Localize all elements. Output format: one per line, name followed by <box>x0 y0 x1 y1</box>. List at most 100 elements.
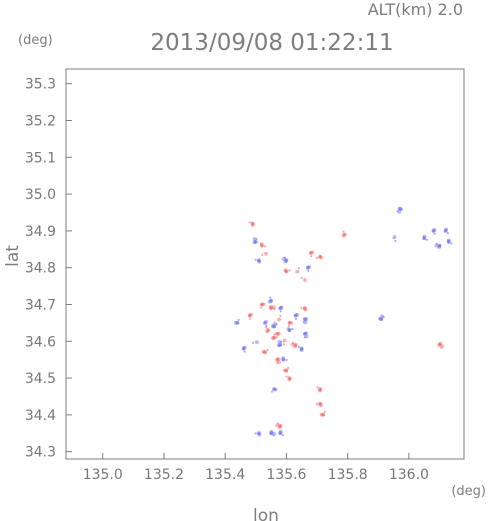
positive-echo-point <box>249 313 252 316</box>
negative-echo-point <box>252 237 257 241</box>
negative-echo-point <box>271 390 274 393</box>
negative-echo-point <box>443 229 448 233</box>
positive-echo-point <box>248 221 251 224</box>
negative-echo-point <box>379 317 384 322</box>
negative-echo-point <box>265 324 268 327</box>
y-axis: 34.3 34.4 34.5 34.6 34.7 34.8 34.9 35.0 35.1 35.2… <box>25 77 72 461</box>
positive-echo-point <box>269 306 273 311</box>
negative-echo-point <box>255 237 258 240</box>
positive-echo-point <box>275 332 280 336</box>
negative-echo-point <box>278 431 283 436</box>
negative-echo-point <box>279 310 282 313</box>
x-tick-label: 135.0 <box>83 467 123 483</box>
negative-echo-point <box>269 296 272 299</box>
negative-echo-point <box>272 324 277 329</box>
negative-echo-point <box>438 246 442 249</box>
positive-echo-point <box>318 401 322 406</box>
negative-echo-point <box>277 344 281 347</box>
positive-echo-point <box>276 361 279 364</box>
positive-echo-point <box>287 321 292 325</box>
negative-echo-point <box>400 207 403 210</box>
negative-echo-point <box>307 269 310 272</box>
positive-echo-point <box>320 403 323 406</box>
positive-echo-point <box>262 302 265 305</box>
negative-echo-point <box>269 430 272 433</box>
negative-echo-point <box>257 258 261 263</box>
positive-echo-point <box>287 366 290 370</box>
positive-echo-point <box>279 426 282 429</box>
y-tick-label: 34.4 <box>25 408 56 424</box>
positive-echo-point <box>309 251 313 255</box>
positive-echo-point <box>284 269 289 274</box>
negative-echo-point <box>295 313 298 316</box>
positive-echo-point <box>279 318 282 321</box>
negative-echo-point <box>255 340 259 345</box>
negative-echo-point <box>235 321 240 325</box>
x-tick-label: 135.8 <box>328 467 368 483</box>
negative-echo-point <box>253 240 258 244</box>
x-tick-label: 135.2 <box>144 467 184 483</box>
y-tick-label: 35.1 <box>25 150 56 166</box>
positive-echo-point <box>289 378 292 381</box>
positive-echo-point <box>310 250 313 253</box>
negative-echo-point <box>303 336 306 339</box>
y-tick-label: 34.5 <box>25 371 56 387</box>
positive-echo-point <box>269 305 272 308</box>
x-tick-label: 135.4 <box>205 467 245 483</box>
positive-echo-point <box>282 338 287 343</box>
negative-echo-point <box>431 229 436 233</box>
negative-echo-point <box>306 265 310 270</box>
negative-echo-point <box>278 430 281 433</box>
positive-echo-point <box>294 345 298 348</box>
positive-echo-point <box>318 387 322 391</box>
positive-echo-point <box>440 346 443 349</box>
positive-echo-point <box>300 277 303 280</box>
positive-echo-point <box>316 386 319 389</box>
positive-echo-point <box>263 350 267 355</box>
negative-echo-point <box>422 235 425 238</box>
negative-echo-point <box>280 305 283 308</box>
positive-echo-point <box>319 389 322 392</box>
negative-echo-point <box>241 346 246 351</box>
y-tick-label: 35.2 <box>25 114 56 130</box>
positive-echo-point <box>300 307 303 310</box>
positive-echo-point <box>276 317 281 322</box>
positive-echo-point <box>303 277 306 280</box>
positive-echo-point <box>260 302 264 307</box>
negative-echo-point <box>392 235 397 239</box>
negative-echo-point <box>281 357 286 362</box>
positive-echo-point <box>264 252 269 256</box>
negative-echo-point <box>278 343 283 347</box>
negative-echo-point <box>285 260 288 263</box>
positive-echo-point <box>302 306 307 311</box>
positive-echo-point <box>342 232 347 237</box>
negative-echo-point <box>283 256 286 259</box>
positive-echo-point <box>263 251 267 255</box>
positive-echo-point <box>260 243 264 248</box>
negative-echo-point <box>258 260 262 263</box>
positive-echo-point <box>320 414 323 417</box>
positive-echo-point <box>342 230 345 233</box>
negative-echo-point <box>299 346 304 351</box>
negative-echo-point <box>294 317 297 320</box>
positive-echo-point <box>278 424 283 428</box>
negative-echo-point <box>446 232 449 235</box>
positive-echo-point <box>303 278 307 283</box>
negative-echo-point <box>272 431 277 436</box>
positive-echo-point <box>288 269 291 272</box>
positive-echo-point <box>277 360 282 365</box>
negative-echo-point <box>446 239 450 242</box>
negative-echo-point <box>302 321 305 324</box>
positive-echo-point <box>273 333 276 336</box>
positive-echo-point <box>292 341 295 344</box>
negative-echo-point <box>392 237 395 240</box>
negative-echo-point <box>394 239 397 242</box>
positive-echo-point <box>262 351 265 354</box>
negative-echo-point <box>272 387 277 391</box>
negative-echo-point <box>305 317 308 320</box>
positive-echo-point <box>275 357 280 362</box>
positive-echo-point <box>316 256 319 259</box>
positive-echo-point <box>252 223 255 226</box>
negative-echo-point <box>263 321 267 325</box>
negative-echo-point <box>304 334 309 339</box>
